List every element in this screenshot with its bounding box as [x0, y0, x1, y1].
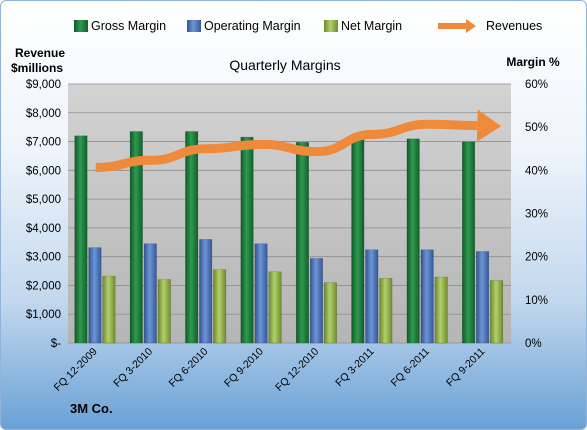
left-tick-label: $6,000 [26, 165, 61, 177]
bar-net-margin [157, 279, 171, 344]
bar-net-margin [213, 269, 227, 344]
legend-swatch-net-margin [324, 20, 338, 32]
right-tick-label: 40% [525, 165, 548, 177]
bar-operating-margin [365, 249, 379, 344]
left-tick-label: $7,000 [26, 137, 61, 149]
bar-gross-margin [74, 135, 88, 344]
bar-operating-margin [199, 239, 213, 344]
category-label: FQ 3-2011 [333, 346, 377, 390]
bar-net-margin [102, 275, 116, 344]
bar-operating-margin [420, 249, 434, 344]
left-tick-label: $2,000 [26, 280, 61, 292]
legend-label-gross-margin: Gross Margin [91, 19, 166, 33]
left-tick-label: $9,000 [26, 79, 61, 91]
bar-net-margin [379, 278, 393, 344]
left-tick-label: $- [51, 338, 61, 350]
bars [74, 131, 504, 344]
chart-title: Quarterly Margins [229, 57, 340, 73]
right-tick-label: 50% [525, 122, 548, 134]
bar-net-margin [323, 282, 337, 344]
bar-operating-margin [476, 251, 490, 344]
bar-gross-margin [129, 131, 143, 344]
left-tick-label: $3,000 [26, 252, 61, 264]
category-label: FQ 12-2010 [273, 346, 321, 394]
bar-gross-margin [185, 131, 199, 344]
legend: Gross Margin Operating Margin Net Margin… [74, 19, 542, 33]
bar-gross-margin [462, 141, 476, 344]
right-tick-label: 10% [525, 295, 548, 307]
bar-net-margin [490, 280, 504, 344]
category-label: FQ 6-2010 [167, 346, 211, 390]
right-tick-label: 30% [525, 209, 548, 221]
bar-gross-margin [240, 136, 254, 344]
left-axis-title-line2: $millions [11, 61, 63, 75]
left-axis-title-line1: Revenue [15, 46, 65, 60]
category-label: FQ 9-2011 [444, 346, 488, 390]
bar-operating-margin [143, 243, 157, 344]
left-tick-label: $1,000 [26, 309, 61, 321]
legend-label-operating-margin: Operating Margin [204, 19, 301, 33]
bar-gross-margin [406, 138, 420, 344]
revenue-line [95, 109, 502, 172]
bar-net-margin [268, 271, 282, 344]
legend-swatch-operating-margin [187, 20, 201, 32]
revenue-arrowhead [476, 109, 502, 142]
right-tick-label: 60% [525, 79, 548, 91]
legend-swatch-gross-margin [74, 20, 88, 32]
right-tick-label: 20% [525, 252, 548, 264]
legend-label-revenues: Revenues [486, 19, 542, 33]
bar-operating-margin [254, 243, 268, 344]
legend-swatch-revenues [438, 19, 476, 33]
left-tick-label: $8,000 [26, 108, 61, 120]
bar-operating-margin [309, 258, 323, 344]
legend-label-net-margin: Net Margin [341, 19, 402, 33]
right-axis-title: Margin % [506, 55, 560, 69]
bar-gross-margin [351, 135, 365, 344]
bar-gross-margin [295, 142, 309, 344]
left-tick-label: $5,000 [26, 194, 61, 206]
category-label: FQ 9-2010 [222, 346, 266, 390]
right-tick-label: 0% [525, 338, 542, 350]
left-tick-label: $4,000 [26, 223, 61, 235]
company-label: 3M Co. [70, 401, 113, 416]
revenue-series-line [95, 119, 478, 172]
bar-net-margin [434, 276, 448, 344]
bar-operating-margin [88, 247, 102, 344]
category-label: FQ 12-2009 [52, 346, 100, 394]
category-label: FQ 3-2010 [111, 346, 155, 390]
category-label: FQ 6-2011 [389, 346, 433, 390]
